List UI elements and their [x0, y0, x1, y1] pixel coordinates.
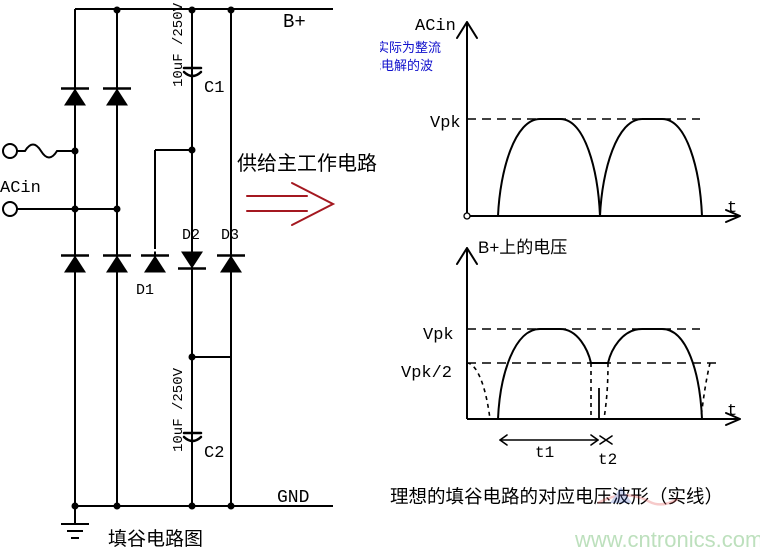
- svg-text:D2: D2: [182, 227, 200, 244]
- svg-text:ACin: ACin: [415, 17, 456, 36]
- svg-text:C1: C1: [204, 79, 224, 98]
- svg-text:D1: D1: [136, 282, 154, 299]
- svg-text:Vpk: Vpk: [423, 326, 454, 345]
- svg-text:C2: C2: [204, 444, 224, 463]
- svg-text:B+: B+: [283, 11, 306, 33]
- svg-text:10uF /250V: 10uF /250V: [171, 367, 187, 452]
- svg-text:t1: t1: [535, 444, 554, 462]
- svg-text:GND: GND: [277, 488, 309, 508]
- svg-text:10uF /250V: 10uF /250V: [171, 2, 187, 87]
- svg-text:ACin: ACin: [0, 179, 41, 198]
- svg-text:t: t: [727, 402, 737, 421]
- svg-text:理想的填谷电路的对应电压波形（实线）: 理想的填谷电路的对应电压波形（实线）: [390, 486, 723, 507]
- svg-text:Vpk: Vpk: [430, 114, 461, 133]
- svg-text:www.cntronics.com: www.cntronics.com: [574, 527, 760, 552]
- svg-text:B+上的电压: B+上的电压: [478, 238, 567, 257]
- svg-text:D3: D3: [221, 227, 239, 244]
- svg-text:t2: t2: [598, 451, 617, 469]
- svg-text:Vpk/2: Vpk/2: [401, 364, 452, 383]
- svg-text:t: t: [727, 199, 737, 218]
- svg-text:供给主工作电路: 供给主工作电路: [237, 152, 377, 175]
- svg-text:填谷电路图: 填谷电路图: [108, 528, 203, 550]
